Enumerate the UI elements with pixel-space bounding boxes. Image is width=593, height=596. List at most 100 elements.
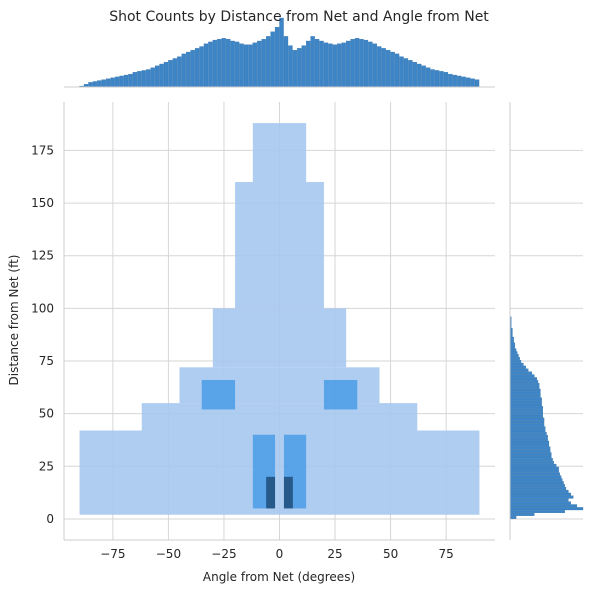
x-marginal-bar bbox=[279, 17, 284, 88]
y-tick-label: 25 bbox=[39, 459, 54, 473]
x-marginal-bar bbox=[252, 42, 258, 88]
y-marginal-bar bbox=[509, 403, 542, 407]
y-marginal-bar bbox=[509, 466, 559, 470]
x-marginal-bar bbox=[381, 48, 386, 88]
y-marginal-bar bbox=[509, 452, 552, 456]
x-marginal-bar bbox=[137, 71, 142, 88]
x-marginal-bar bbox=[221, 38, 226, 88]
x-marginal-bar bbox=[465, 77, 471, 88]
heatmap-cell bbox=[212, 308, 347, 368]
x-tick-label: −50 bbox=[156, 547, 181, 561]
axes-layer bbox=[63, 102, 495, 541]
x-marginal-bar bbox=[177, 56, 182, 88]
y-marginal-bar bbox=[509, 498, 569, 502]
y-marginal-bar bbox=[509, 351, 518, 355]
x-marginal-bar bbox=[190, 50, 195, 88]
y-marginal-bar bbox=[509, 478, 563, 482]
x-tick-label: 50 bbox=[383, 547, 398, 561]
heatmap-cell bbox=[323, 379, 358, 410]
x-marginal-bar bbox=[399, 56, 404, 88]
x-marginal-bar bbox=[394, 53, 400, 88]
y-marginal-bar bbox=[509, 374, 535, 378]
y-marginal-bar bbox=[509, 446, 551, 450]
y-marginal-bar bbox=[509, 409, 543, 412]
y-marginal-bar bbox=[509, 481, 564, 485]
x-marginal-bar bbox=[368, 41, 373, 88]
x-marginal-bar bbox=[434, 70, 440, 88]
y-marginal-bar bbox=[509, 339, 514, 343]
x-marginal-bar bbox=[119, 75, 124, 88]
x-marginal-bar bbox=[332, 44, 338, 88]
x-marginal-histogram bbox=[64, 17, 495, 88]
x-marginal-bar bbox=[443, 72, 449, 88]
y-marginal-bar bbox=[509, 371, 533, 375]
y-marginal-bar bbox=[509, 426, 546, 430]
x-marginal-bar bbox=[350, 39, 355, 88]
y-marginal-bar bbox=[509, 489, 569, 493]
y-marginal-bar bbox=[509, 435, 548, 438]
x-marginal-bar bbox=[172, 58, 178, 88]
x-marginal-bar bbox=[114, 76, 120, 88]
heatmap-cell bbox=[79, 430, 480, 515]
x-marginal-bar bbox=[199, 46, 204, 88]
y-tick-label: 100 bbox=[31, 301, 54, 315]
x-marginal-bar bbox=[150, 67, 155, 88]
y-marginal-bar bbox=[509, 423, 545, 427]
y-marginal-bar bbox=[509, 354, 519, 358]
y-marginal-bar bbox=[509, 510, 565, 514]
x-tick-label: 0 bbox=[276, 547, 284, 561]
x-marginal-bar bbox=[141, 70, 146, 88]
x-marginal-bar bbox=[274, 27, 280, 88]
y-marginal-bar bbox=[509, 359, 522, 363]
x-marginal-bar bbox=[226, 39, 231, 88]
x-marginal-bar bbox=[425, 67, 431, 88]
x-marginal-bar bbox=[270, 31, 275, 88]
y-marginal-bar bbox=[509, 365, 526, 369]
x-marginal-bar bbox=[128, 73, 133, 88]
y-marginal-bar bbox=[509, 400, 542, 404]
y-marginal-bar bbox=[509, 362, 524, 366]
x-marginal-bar bbox=[239, 43, 244, 88]
y-tick-label: 175 bbox=[31, 143, 54, 157]
x-marginal-bar bbox=[159, 63, 164, 88]
y-marginal-bar bbox=[509, 368, 529, 372]
y-tick-label: 125 bbox=[31, 249, 54, 263]
x-marginal-bar bbox=[319, 40, 324, 88]
x-marginal-bar bbox=[403, 58, 409, 88]
y-marginal-bar bbox=[509, 513, 535, 516]
y-marginal-bar bbox=[509, 397, 542, 401]
y-marginal-bar bbox=[509, 420, 545, 424]
x-marginal-bar bbox=[452, 74, 457, 88]
y-marginal-bar bbox=[509, 437, 548, 441]
x-marginal-bar bbox=[88, 82, 93, 88]
heatmap-cell bbox=[266, 476, 276, 509]
x-marginal-bar bbox=[248, 44, 253, 88]
x-marginal-bar bbox=[457, 75, 462, 88]
x-marginal-bar bbox=[345, 40, 351, 88]
y-marginal-bar bbox=[509, 357, 520, 360]
x-axis-label: Angle from Net (degrees) bbox=[203, 570, 355, 584]
x-marginal-bar bbox=[243, 44, 249, 88]
y-marginal-bar bbox=[509, 417, 545, 421]
y-marginal-bar bbox=[509, 515, 517, 519]
x-marginal-bar bbox=[354, 38, 360, 88]
x-marginal-bar bbox=[430, 69, 435, 88]
x-tick-label: 25 bbox=[327, 547, 342, 561]
x-marginal-bar bbox=[168, 60, 173, 88]
x-marginal-bar bbox=[234, 41, 240, 88]
x-marginal-bar bbox=[306, 40, 311, 88]
y-marginal-bar bbox=[509, 385, 540, 389]
x-marginal-bar bbox=[132, 72, 138, 88]
y-marginal-bar bbox=[509, 504, 578, 508]
x-marginal-bar bbox=[421, 65, 426, 88]
x-marginal-bar bbox=[101, 79, 106, 88]
x-marginal-bar bbox=[310, 36, 315, 88]
y-marginal-bar bbox=[509, 507, 584, 511]
x-marginal-bar bbox=[323, 42, 329, 88]
y-marginal-bar bbox=[509, 380, 539, 384]
y-marginal-bar bbox=[509, 336, 514, 340]
x-marginal-bar bbox=[217, 39, 222, 88]
x-marginal-bar bbox=[230, 40, 235, 88]
y-marginal-bar bbox=[509, 383, 540, 386]
